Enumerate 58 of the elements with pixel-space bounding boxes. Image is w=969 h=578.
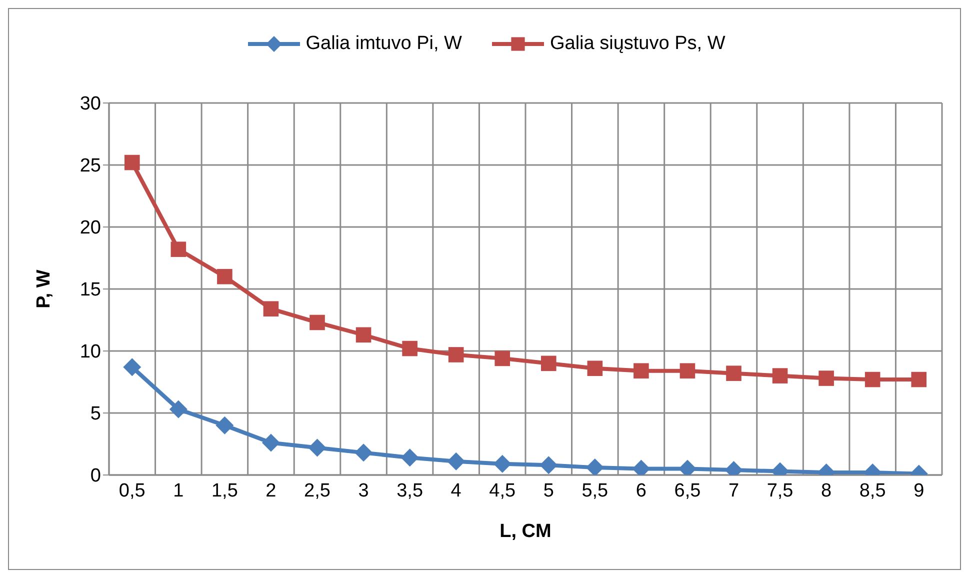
- y-tick-label: 20: [80, 218, 101, 239]
- x-tick-label: 6: [636, 480, 646, 502]
- y-tick-label: 5: [90, 404, 101, 425]
- point: [586, 458, 604, 475]
- point: [634, 363, 649, 378]
- point: [911, 372, 927, 388]
- point: [680, 363, 696, 378]
- point: [356, 327, 372, 343]
- y-tick-label: 15: [80, 280, 101, 301]
- x-tick-label: 5,5: [582, 480, 608, 502]
- point: [124, 154, 140, 170]
- x-tick-label: 8: [821, 480, 832, 502]
- point: [308, 438, 326, 457]
- y-axis-title: P, W: [34, 270, 55, 308]
- point: [217, 268, 232, 284]
- x-axis-title: L, CM: [500, 521, 552, 542]
- x-tick-label: 3,5: [396, 480, 424, 502]
- point: [216, 416, 234, 434]
- x-tick-label: 6,5: [674, 480, 701, 502]
- x-tick-label: 0,5: [118, 480, 146, 502]
- point: [494, 350, 510, 366]
- x-tick-label: 9: [914, 480, 924, 502]
- y-tick-label: 30: [80, 94, 101, 115]
- x-tick-label: 2: [266, 480, 276, 502]
- y-tick-label: 10: [80, 342, 101, 363]
- x-tick-label: 2,5: [304, 480, 330, 502]
- point: [263, 301, 279, 316]
- point: [587, 360, 603, 376]
- x-tick-label: 1,5: [211, 480, 238, 502]
- x-tick-label: 4: [450, 480, 462, 502]
- point: [402, 340, 418, 356]
- point: [169, 400, 188, 418]
- point: [540, 356, 556, 372]
- point: [726, 366, 742, 381]
- point: [170, 242, 186, 257]
- x-tick-label: 7,5: [766, 480, 794, 502]
- x-tick-label: 4,5: [489, 480, 516, 502]
- point: [400, 448, 419, 467]
- point: [310, 314, 325, 330]
- point: [448, 347, 464, 362]
- point: [262, 434, 280, 452]
- point: [864, 372, 880, 388]
- point: [772, 368, 788, 384]
- point: [123, 358, 142, 376]
- legend-label: Galia siųstuvo Ps, W: [550, 33, 726, 55]
- y-tick-label: 0: [90, 466, 101, 487]
- y-tick-label: 25: [80, 156, 101, 177]
- legend-label: Galia imtuvo Pi, W: [306, 33, 462, 55]
- point: [493, 454, 512, 473]
- x-tick-label: 7: [728, 480, 740, 502]
- x-tick-label: 1: [173, 480, 184, 502]
- point: [540, 456, 558, 474]
- x-tick-label: 5: [543, 480, 554, 502]
- point: [818, 370, 834, 386]
- point: [354, 444, 373, 462]
- x-tick-label: 8,5: [859, 480, 886, 502]
- x-tick-label: 3: [358, 480, 369, 502]
- point: [447, 452, 466, 470]
